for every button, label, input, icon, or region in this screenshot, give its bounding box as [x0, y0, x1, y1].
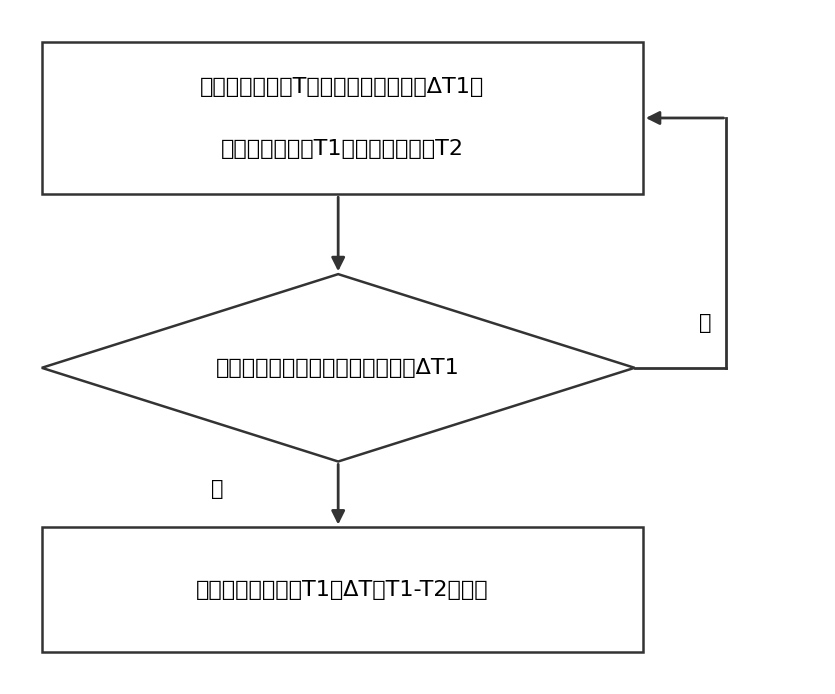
- Text: 房间温度是否高于设定温度偏差値ΔT1: 房间温度是否高于设定温度偏差値ΔT1: [216, 358, 460, 378]
- Text: 将供水温度设定T1，回水温度设定T2: 将供水温度设定T1，回水温度设定T2: [220, 139, 464, 159]
- Text: 将房间温度设定T，温度偏差値设定为ΔT1，: 将房间温度设定T，温度偏差値设定为ΔT1，: [200, 77, 484, 96]
- Text: 降低设定供水温度T1，ΔT（T1-T2）不变: 降低设定供水温度T1，ΔT（T1-T2）不变: [196, 580, 488, 600]
- FancyBboxPatch shape: [42, 42, 643, 194]
- Text: 是: 是: [211, 480, 223, 499]
- Polygon shape: [42, 274, 635, 462]
- FancyBboxPatch shape: [42, 527, 643, 652]
- Text: 否: 否: [700, 313, 711, 332]
